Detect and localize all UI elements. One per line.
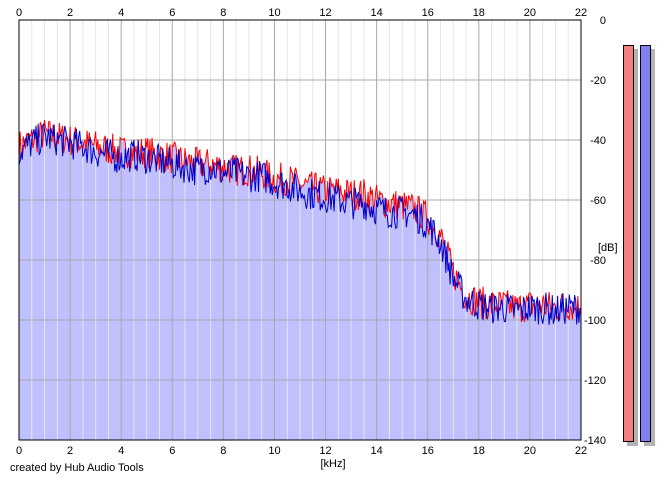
y-tick-label: -80 (590, 255, 606, 267)
y-tick-label: 0 (600, 15, 606, 27)
x-tick-label-bottom: 14 (371, 445, 383, 457)
x-tick-label-bottom: 4 (118, 445, 124, 457)
x-tick-label-top: 12 (319, 7, 331, 19)
y-tick-label: -100 (584, 315, 606, 327)
y-tick-label: -20 (590, 75, 606, 87)
x-tick-label-top: 6 (169, 7, 175, 19)
x-tick-label-top: 10 (268, 7, 280, 19)
x-tick-label-bottom: 10 (268, 445, 280, 457)
x-tick-labels-bottom: 0 2 4 6 8 10 12 14 16 18 20 22 (16, 445, 587, 457)
series-layer (18, 119, 582, 325)
level-meter-left (623, 45, 634, 442)
x-tick-label-top: 18 (473, 7, 485, 19)
y-tick-label: -120 (584, 375, 606, 387)
x-tick-label-top: 22 (575, 7, 587, 19)
y-axis-label: [dB] (598, 242, 618, 254)
x-tick-labels-top: 0 2 4 6 8 10 12 14 16 18 20 22 (16, 7, 587, 19)
x-tick-label-top: 0 (16, 7, 22, 19)
y-tick-label: -60 (590, 195, 606, 207)
x-tick-label-bottom: 18 (473, 445, 485, 457)
plot-frame (18, 19, 582, 441)
x-tick-label-bottom: 8 (220, 445, 226, 457)
y-tick-label: -40 (590, 135, 606, 147)
x-axis-label: [kHz] (320, 458, 345, 470)
x-tick-label-top: 16 (422, 7, 434, 19)
x-tick-label-bottom: 6 (169, 445, 175, 457)
x-tick-label-bottom: 16 (422, 445, 434, 457)
x-tick-label-bottom: 22 (575, 445, 587, 457)
x-tick-label-top: 2 (67, 7, 73, 19)
x-tick-label-top: 14 (371, 7, 383, 19)
x-tick-label-bottom: 2 (67, 445, 73, 457)
credit-text: created by Hub Audio Tools (10, 462, 144, 474)
series-line-2 (18, 122, 582, 325)
x-tick-label-bottom: 12 (319, 445, 331, 457)
x-tick-label-bottom: 20 (524, 445, 536, 457)
x-tick-label-bottom: 0 (16, 445, 22, 457)
level-meter-right (640, 45, 651, 442)
y-tick-labels: 0 -20 -40 -60 -80 -100 -120 -140 (584, 15, 606, 447)
x-tick-label-top: 8 (220, 7, 226, 19)
x-tick-label-top: 20 (524, 7, 536, 19)
x-tick-label-top: 4 (118, 7, 124, 19)
y-tick-label: -140 (584, 435, 606, 447)
